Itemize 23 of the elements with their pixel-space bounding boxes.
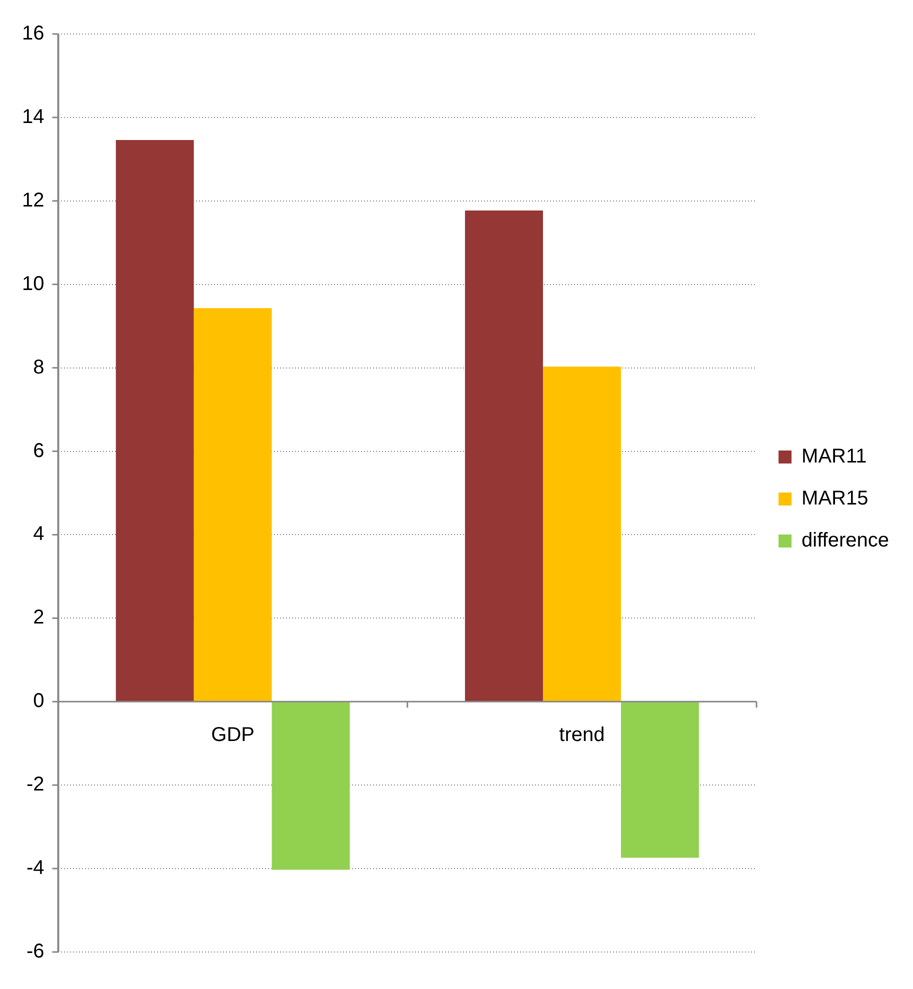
legend-label: MAR11 [802,446,867,468]
y-tick-label: -6 [26,940,44,963]
bar [116,140,194,702]
bar [620,702,699,858]
y-tick-label: 16 [22,22,44,45]
y-tick-label: 6 [33,440,44,462]
y-tick-label: -4 [26,857,44,880]
x-tick-label: trend [559,724,605,746]
bar [194,308,272,702]
bar [272,702,350,870]
y-tick-label: 4 [33,523,44,546]
y-tick-label: 10 [22,272,44,295]
x-tick-label: GDP [211,724,254,746]
y-tick-label: 8 [33,356,44,378]
legend-label: MAR15 [802,488,868,510]
legend-label: difference [802,530,890,552]
bar [542,366,621,702]
y-tick-label: 2 [33,606,44,629]
y-tick-label: 12 [22,189,44,212]
y-tick-label: 0 [33,690,44,712]
y-tick-label: -2 [26,774,44,796]
y-tick-label: 14 [22,106,44,128]
bar [464,210,543,702]
